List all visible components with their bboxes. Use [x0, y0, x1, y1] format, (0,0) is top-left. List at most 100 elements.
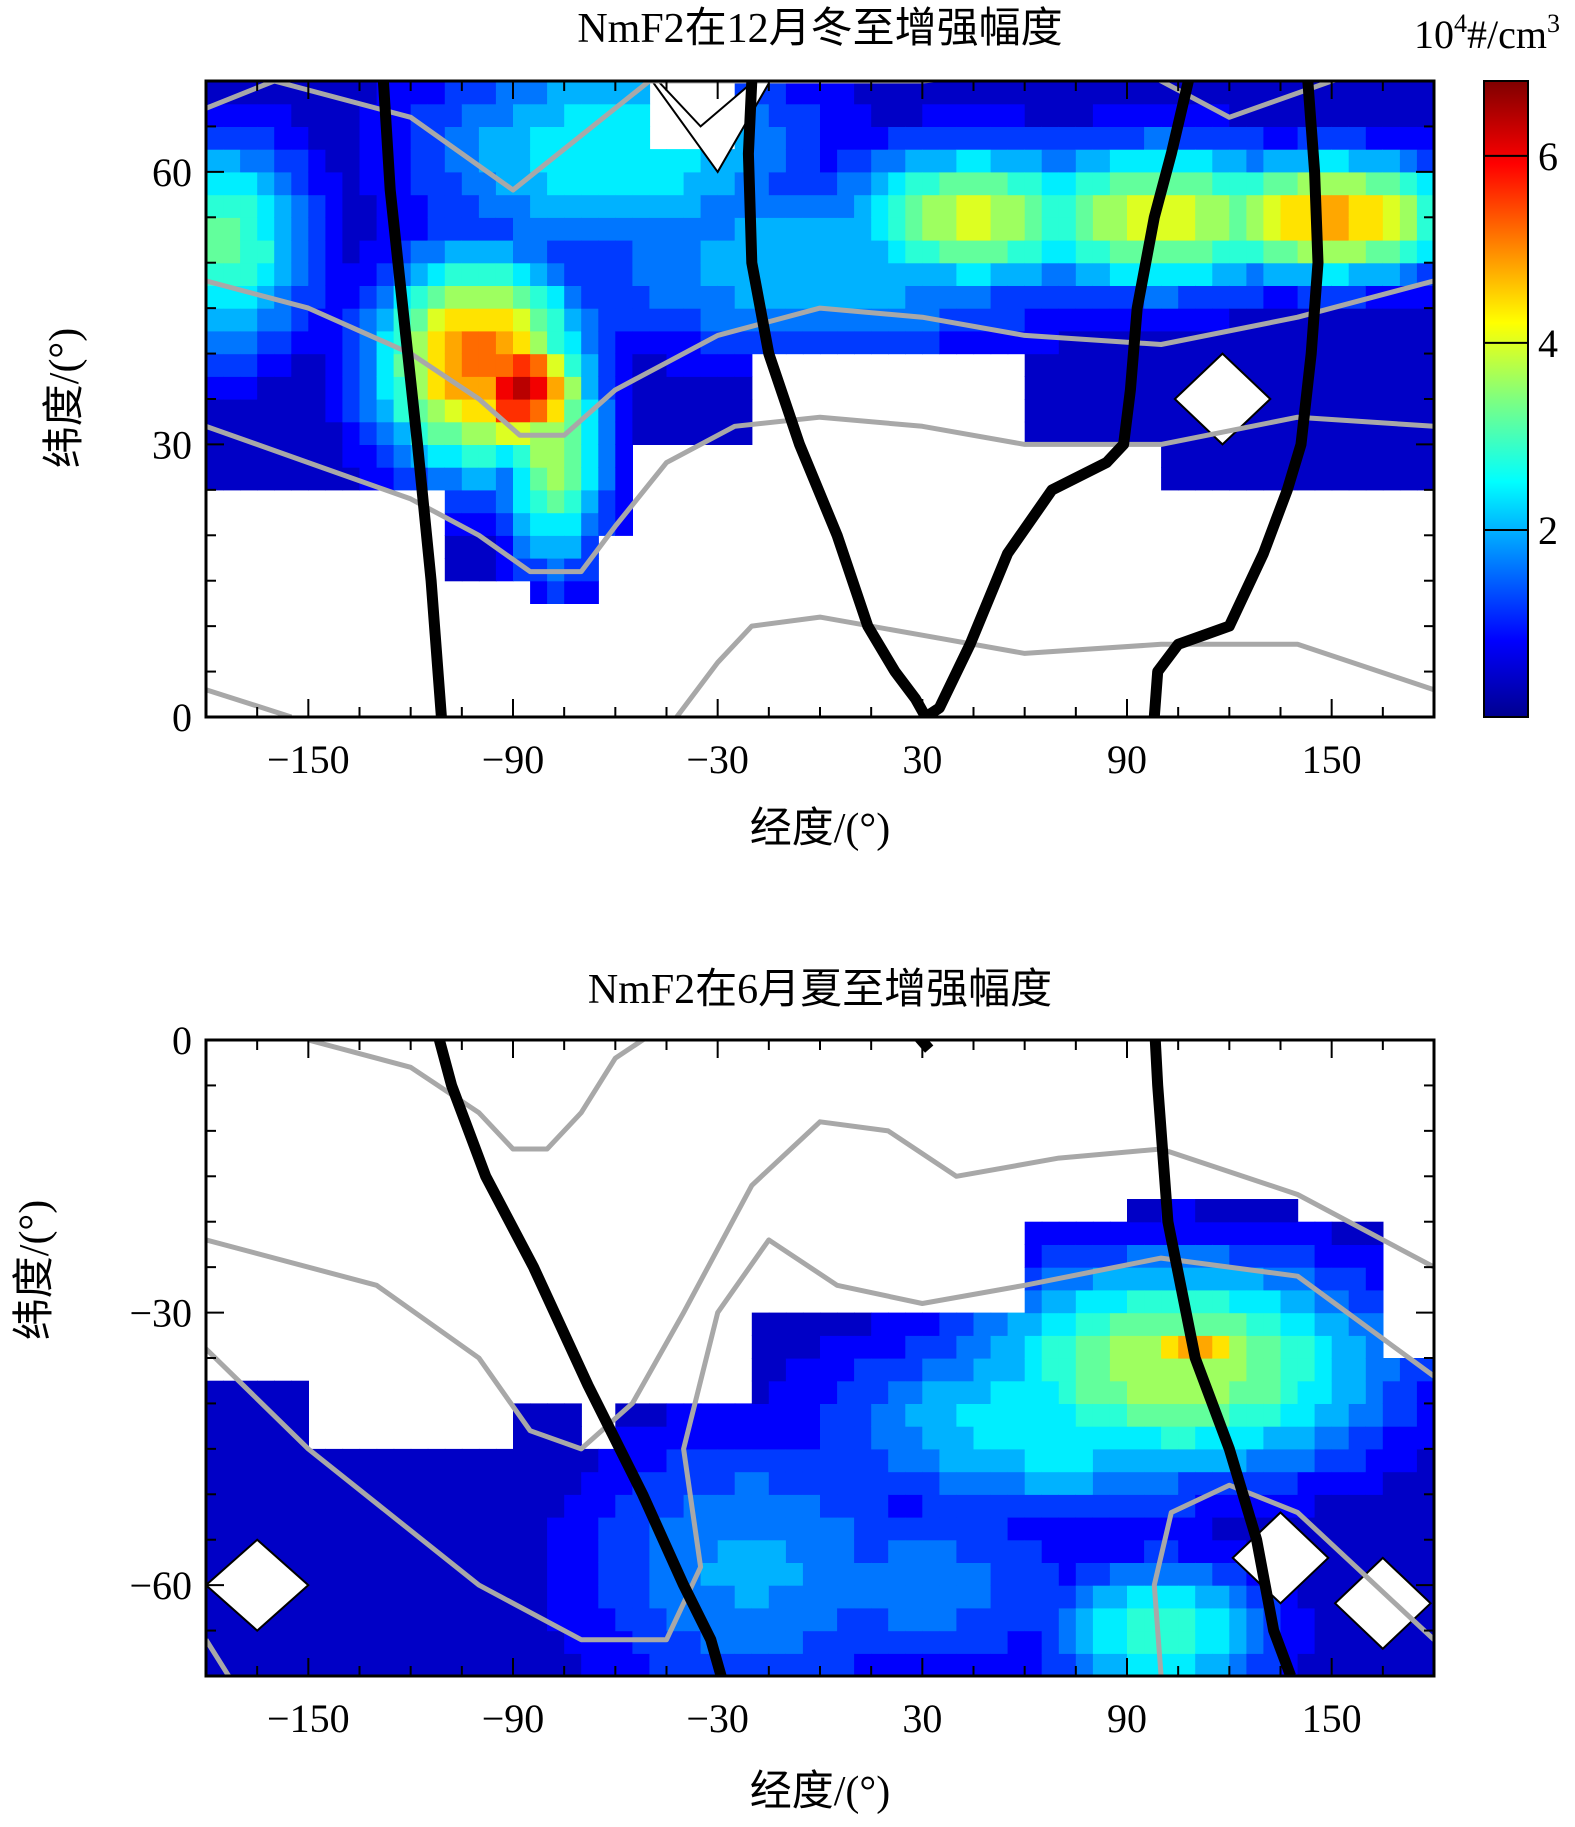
bottom-field-cell	[632, 1585, 651, 1609]
bottom-field-cell	[666, 1426, 685, 1450]
bottom-field-cell	[1331, 1630, 1350, 1654]
bottom-field-cell	[495, 1562, 514, 1586]
top-field-cell	[308, 171, 326, 196]
top-gray-contour-line	[206, 687, 293, 717]
bottom-field-cell	[1041, 1653, 1060, 1676]
bottom-field-cell	[990, 1607, 1009, 1632]
top-field-cell	[837, 285, 855, 309]
bottom-field-cell	[888, 1448, 906, 1473]
top-field-cell	[308, 421, 326, 445]
top-field-cell	[1399, 171, 1418, 196]
bottom-field-cell	[1041, 1539, 1060, 1563]
top-field-cell	[530, 240, 548, 264]
top-field-cell	[888, 126, 906, 150]
bottom-field-cell	[1092, 1607, 1111, 1632]
top-field-cell	[837, 262, 855, 286]
bottom-field-cell	[922, 1539, 940, 1563]
bottom-field-cell	[871, 1380, 889, 1404]
top-y-tick-label: 0	[172, 695, 192, 740]
bottom-field-cell	[1212, 1653, 1230, 1676]
top-field-cell	[1212, 330, 1230, 355]
bottom-field-cell	[802, 1380, 821, 1404]
top-field-cell	[700, 217, 719, 241]
top-field-cell	[649, 308, 668, 332]
bottom-field-cell	[1331, 1426, 1350, 1450]
bottom-field-cell	[1297, 1244, 1316, 1268]
bottom-field-cell	[240, 1494, 258, 1518]
bottom-field-cell	[1007, 1630, 1026, 1654]
top-field-cell	[1348, 126, 1367, 150]
top-field-cell	[1263, 330, 1282, 355]
bottom-field-cell	[1058, 1517, 1077, 1541]
bottom-field-cell	[581, 1607, 599, 1632]
bottom-field-cell	[1314, 1426, 1333, 1450]
top-field-cell	[547, 399, 565, 423]
top-field-cell	[666, 149, 685, 173]
bottom-field-cell	[922, 1653, 940, 1676]
top-field-cell	[257, 467, 275, 491]
bottom-field-cell	[1382, 1380, 1401, 1404]
bottom-field-cell	[956, 1312, 975, 1336]
top-field-cell	[1246, 444, 1265, 468]
bottom-field-cell	[1263, 1221, 1282, 1245]
top-field-cell	[427, 376, 446, 400]
top-field-cell	[564, 353, 582, 377]
bottom-field-cell	[837, 1653, 855, 1676]
bottom-field-cell	[717, 1403, 736, 1427]
bottom-field-cell	[973, 1380, 992, 1404]
top-field-cell	[291, 421, 309, 445]
bottom-field-cell	[1041, 1494, 1060, 1518]
top-field-cell	[854, 285, 872, 309]
top-field-cell	[342, 353, 361, 377]
top-field-cell	[734, 285, 753, 309]
colorbar-gradient	[1483, 80, 1529, 718]
bottom-field-cell	[1178, 1562, 1196, 1586]
bottom-field-cell	[530, 1539, 548, 1563]
bottom-field-cell	[308, 1494, 326, 1518]
bottom-field-cell	[1229, 1403, 1247, 1427]
top-field-cell	[223, 376, 241, 400]
top-field-cell	[734, 376, 753, 400]
top-field-cell	[1007, 285, 1026, 309]
top-field-cell	[530, 467, 548, 491]
top-field-cell	[206, 103, 224, 127]
top-field-cell	[478, 194, 497, 218]
top-field-cell	[461, 194, 480, 218]
bottom-field-cell	[308, 1653, 326, 1676]
bottom-field-cell	[1127, 1653, 1145, 1676]
top-field-cell	[1399, 353, 1418, 377]
top-field-cell	[461, 81, 480, 105]
bottom-field-cell	[615, 1517, 633, 1541]
bottom-field-cell	[1399, 1380, 1418, 1404]
top-field-cell	[1229, 149, 1247, 173]
top-field-cell	[615, 171, 633, 196]
top-field-cell	[478, 421, 497, 445]
top-field-cell	[683, 194, 702, 218]
top-field-cell	[495, 217, 514, 241]
bottom-field-cell	[1382, 1471, 1401, 1495]
top-field-cell	[990, 285, 1009, 309]
bottom-field-cell	[1314, 1448, 1333, 1473]
bottom-field-cell	[461, 1494, 480, 1518]
top-field-cell	[1144, 103, 1162, 127]
bottom-field-cell	[564, 1562, 582, 1586]
top-field-cell	[1024, 240, 1043, 264]
bottom-field-cell	[1007, 1585, 1026, 1609]
bottom-field-cell	[325, 1653, 344, 1676]
bottom-field-cell	[939, 1585, 958, 1609]
bottom-field-cell	[1263, 1358, 1282, 1382]
bottom-field-cell	[1416, 1426, 1434, 1450]
top-field-cell	[837, 330, 855, 355]
top-field-cell	[495, 149, 514, 173]
top-field-cell	[1178, 353, 1196, 377]
bottom-field-cell	[837, 1630, 855, 1654]
top-field-cell	[393, 467, 412, 491]
top-field-cell	[1007, 262, 1026, 286]
bottom-field-cell	[649, 1585, 668, 1609]
bottom-field-cell	[768, 1471, 787, 1495]
bottom-field-cell	[1161, 1335, 1179, 1359]
bottom-field-cell	[802, 1358, 821, 1382]
top-field-cell	[1109, 194, 1128, 218]
bottom-field-cell	[1297, 1471, 1316, 1495]
bottom-field-cell	[393, 1562, 412, 1586]
